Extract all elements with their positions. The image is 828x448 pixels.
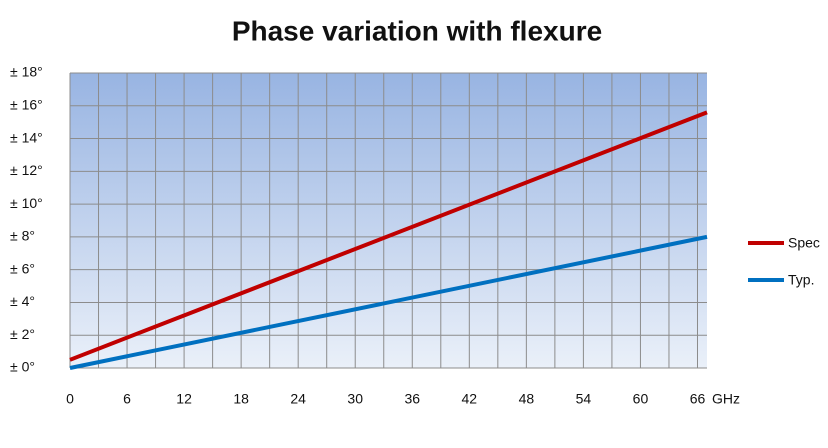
y-tick-label: ± 0° [10,359,35,375]
series-line [69,110,708,362]
series-line [69,234,708,370]
x-tick-label: 30 [347,391,363,407]
x-tick-label: 36 [404,391,420,407]
x-tick-label: 42 [462,391,478,407]
x-tick-label: 12 [176,391,192,407]
x-axis-label: GHz [712,391,740,407]
y-tick-label: ± 16° [10,96,43,112]
chart-title: Phase variation with flexure [232,15,602,46]
y-tick-label: ± 10° [10,195,43,211]
x-tick-label: 48 [519,391,535,407]
y-tick-label: ± 18° [10,64,43,80]
x-tick-label: 6 [123,391,131,407]
legend-label: Spec [788,235,820,251]
legend-label: Typ. [788,272,814,288]
y-tick-label: ± 14° [10,129,43,145]
x-tick-label: 24 [290,391,306,407]
x-tick-label: 54 [576,391,592,407]
y-tick-label: ± 2° [10,326,35,342]
y-tick-label: ± 8° [10,228,35,244]
y-tick-label: ± 12° [10,162,43,178]
x-tick-label: 0 [66,391,74,407]
x-tick-label: 18 [233,391,249,407]
x-tick-label: 60 [633,391,649,407]
x-tick-label: 66 [690,391,706,407]
y-tick-label: ± 6° [10,260,35,276]
y-tick-label: ± 4° [10,293,35,309]
